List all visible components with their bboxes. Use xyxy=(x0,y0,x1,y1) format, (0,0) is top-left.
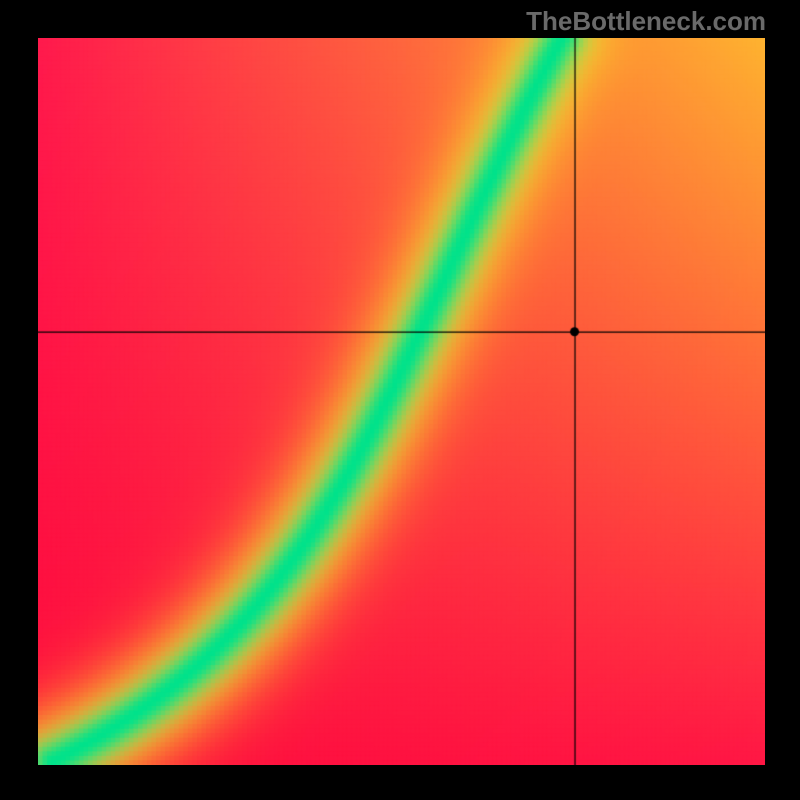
watermark-text: TheBottleneck.com xyxy=(526,6,766,37)
bottleneck-heatmap xyxy=(38,38,765,765)
